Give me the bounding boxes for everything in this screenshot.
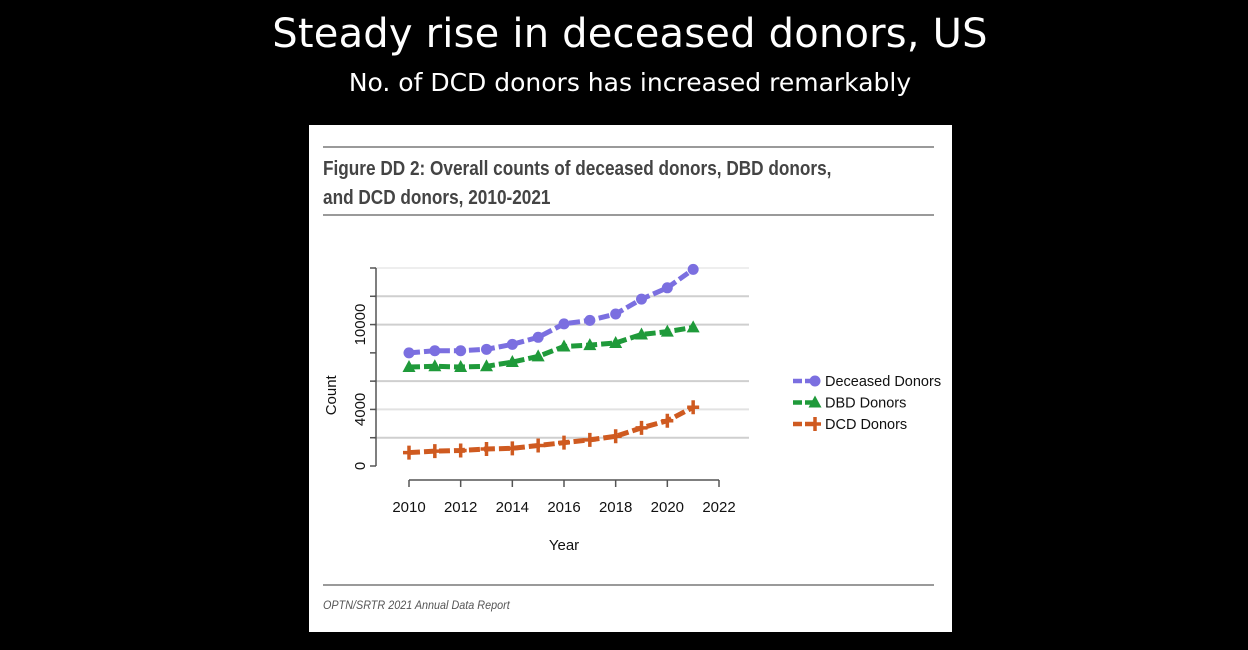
data-point-dcd-donors [661,413,674,428]
data-point-deceased-donors [506,338,518,350]
data-point-deceased-donors [403,347,415,359]
data-point-dbd-donors [557,339,571,352]
data-point-dcd-donors [454,443,467,458]
figure-source: OPTN/SRTR 2021 Annual Data Report [323,598,510,612]
title-rule [323,214,934,216]
figure-title: Figure DD 2: Overall counts of deceased … [323,158,832,209]
slide-subtitle: No. of DCD donors has increased remarkab… [348,68,912,97]
legend-label-deceased-donors: Deceased Donors [825,374,941,390]
data-point-dcd-donors [428,444,441,459]
data-point-deceased-donors [481,343,492,355]
legend-label-dbd-donors: DBD Donors [825,396,906,412]
x-tick-label: 2010 [392,499,425,516]
data-point-dcd-donors [558,435,570,450]
data-point-deceased-donors [610,308,622,320]
x-tick-label: 2016 [547,499,580,516]
data-point-dcd-donors [506,441,519,456]
data-point-dbd-donors [583,338,597,351]
y-tick-label: 4000 [352,393,369,426]
data-point-dcd-donors [687,400,700,415]
x-axis-title: Year [549,537,579,554]
data-point-deceased-donors [636,293,647,305]
data-point-dbd-donors [609,335,623,348]
figure-panel: Figure DD 2: Overall counts of deceased … [309,125,952,632]
y-axis-title: Count [323,374,340,415]
data-point-dbd-donors [505,355,519,368]
data-point-deceased-donors [584,314,596,326]
legend-marker-dbd-donors [808,395,822,408]
legend-marker-dcd-donors [809,417,821,431]
series-line-deceased-donors [408,267,695,356]
data-point-dbd-donors [454,360,468,372]
data-point-deceased-donors [455,345,467,357]
x-tick-label: 2018 [599,499,632,516]
bottom-rule [323,584,934,586]
data-point-deceased-donors [532,331,544,343]
data-point-dbd-donors [480,359,493,372]
data-point-dcd-donors [635,420,648,435]
data-point-dbd-donors [428,359,442,372]
line-chart: 0 4000 10000 2010 2012 2014 2016 2018 2020 2022 Ye… [323,263,941,554]
data-point-dbd-donors [402,360,416,372]
data-point-dbd-donors [686,320,700,333]
x-tick-label: 2022 [702,499,735,516]
data-point-dcd-donors [403,445,415,460]
slide-title: Steady rise in deceased donors, US [272,11,988,57]
data-point-deceased-donors [687,263,699,275]
data-point-deceased-donors [429,345,441,357]
x-tick-label: 2012 [444,499,477,516]
data-point-deceased-donors [558,318,570,330]
data-point-dbd-donors [531,349,545,362]
y-tick-label: 10000 [352,304,369,346]
legend-marker-deceased-donors [809,375,821,387]
data-point-dbd-donors [635,327,648,340]
x-tick-label: 2014 [496,499,529,516]
data-point-deceased-donors [661,282,673,294]
x-tick-label: 2020 [651,499,684,516]
data-point-dcd-donors [480,442,493,457]
data-point-dcd-donors [532,438,545,453]
data-point-dbd-donors [660,324,674,337]
data-point-dcd-donors [583,432,596,447]
legend-label-dcd-donors: DCD Donors [825,417,907,433]
y-tick-label: 0 [352,462,369,470]
data-point-dcd-donors [609,429,622,444]
top-rule [323,146,934,148]
series-line-dcd-donors [408,405,695,456]
series-line-dbd-donors [408,324,694,370]
